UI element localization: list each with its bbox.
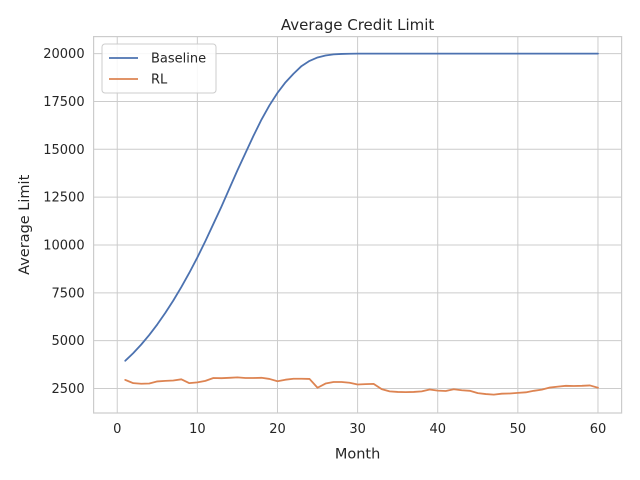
x-tick-label: 50 [510,422,527,437]
x-axis-label: Month [335,447,380,463]
x-tick-label: 30 [349,422,366,437]
x-tick-label: 20 [269,422,286,437]
x-tick-label: 10 [189,422,206,437]
y-tick-label: 12500 [43,191,84,206]
legend: Baseline RL [101,43,217,94]
legend-label-baseline: Baseline [151,52,206,67]
series-lines [124,52,599,396]
y-tick-label: 7500 [52,286,85,301]
plot-frame [92,35,623,414]
legend-box [101,43,217,94]
x-tick-label: 0 [113,422,121,437]
y-tick-label: 10000 [43,238,84,253]
x-tick-label: 60 [590,422,607,437]
tick-labels: 0 10 20 30 40 50 60 2500 5000 7500 10000 12500 15000… [43,47,606,437]
y-tick-label: 2500 [52,382,85,397]
y-axis-label: Average Limit [17,174,33,274]
y-tick-label: 5000 [52,334,85,349]
legend-label-rl: RL [151,73,168,88]
y-tick-label: 17500 [43,95,84,110]
x-tick-label: 40 [429,422,446,437]
grid [93,36,622,413]
chart-title: Average Credit Limit [281,16,435,34]
series-line-rl [124,376,599,396]
series-line-baseline [124,52,599,362]
y-tick-label: 20000 [43,47,84,62]
y-tick-label: 15000 [43,143,84,158]
